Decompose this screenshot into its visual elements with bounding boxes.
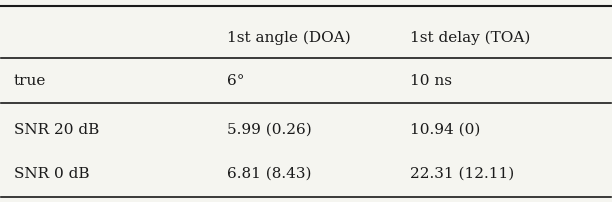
Text: 6°: 6° xyxy=(227,74,244,88)
Text: SNR 0 dB: SNR 0 dB xyxy=(13,166,89,180)
Text: 6.81 (8.43): 6.81 (8.43) xyxy=(227,166,312,180)
Text: true: true xyxy=(13,74,46,88)
Text: 1st angle (DOA): 1st angle (DOA) xyxy=(227,30,351,44)
Text: 10 ns: 10 ns xyxy=(409,74,452,88)
Text: 5.99 (0.26): 5.99 (0.26) xyxy=(227,122,312,136)
Text: 22.31 (12.11): 22.31 (12.11) xyxy=(409,166,514,180)
Text: 1st delay (TOA): 1st delay (TOA) xyxy=(409,30,530,44)
Text: 10.94 (0): 10.94 (0) xyxy=(409,122,480,136)
Text: SNR 20 dB: SNR 20 dB xyxy=(13,122,99,136)
